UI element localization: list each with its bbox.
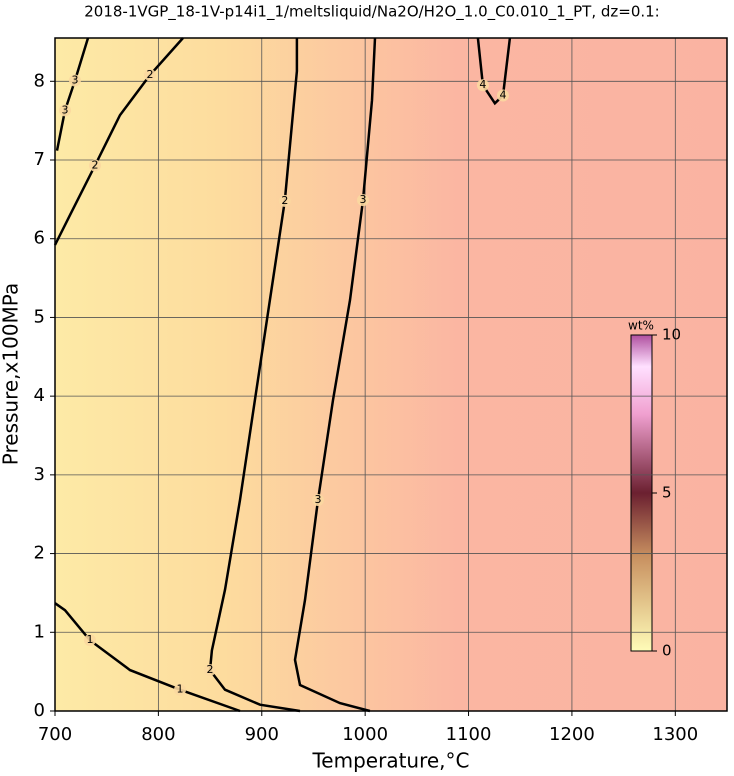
- contour-label: 4: [499, 88, 506, 101]
- colorbar-tick-label: 10: [662, 326, 681, 344]
- contour-label: 2: [92, 159, 99, 172]
- y-tick-label: 6: [34, 228, 45, 249]
- plot-background: [55, 38, 727, 711]
- x-axis-label: Temperature,°C: [311, 749, 469, 773]
- y-tick-label: 4: [34, 385, 45, 406]
- y-axis-label: Pressure,x100MPa: [0, 283, 23, 465]
- y-tick-label: 8: [34, 70, 45, 91]
- contour-label-bg: [496, 89, 509, 102]
- contour-label-bg: [59, 104, 72, 117]
- y-tick-label: 1: [34, 621, 45, 642]
- contour-label: 3: [359, 193, 366, 206]
- y-tick-label: 5: [34, 306, 45, 327]
- contour-line: [208, 38, 301, 713]
- contour-label: 3: [315, 493, 322, 506]
- contour-label: 2: [281, 194, 288, 207]
- x-tick-label: 700: [38, 724, 72, 745]
- contour-line: [54, 602, 241, 713]
- chart-title: 2018-1VGP_18-1V-p14i1_1/meltsliquid/Na2O…: [84, 3, 660, 22]
- x-tick-label: 1300: [652, 724, 698, 745]
- x-tick-label: 1200: [549, 724, 595, 745]
- contour-label-bg: [89, 159, 102, 172]
- contour-label-bg: [68, 74, 81, 87]
- contour-label-bg: [144, 68, 157, 81]
- colorbar: [630, 334, 653, 652]
- x-tick-label: 1000: [342, 724, 388, 745]
- y-tick-label: 2: [34, 543, 45, 564]
- contour-label-bg: [278, 194, 291, 207]
- colorbar-tick-label: 5: [662, 484, 672, 502]
- contour-label-bg: [83, 634, 96, 647]
- colorbar-label: wt%: [628, 319, 654, 333]
- x-tick-label: 900: [245, 724, 279, 745]
- contour-label-bg: [173, 683, 186, 696]
- contour-label: 2: [206, 663, 213, 676]
- contour-label: 2: [147, 68, 154, 81]
- contour-line: [55, 37, 90, 151]
- x-tick-label: 800: [141, 724, 175, 745]
- contour-label: 1: [176, 683, 183, 696]
- contour-label: 1: [86, 633, 93, 646]
- contour-label: 4: [479, 78, 486, 91]
- y-tick-label: 0: [34, 700, 45, 721]
- y-tick-label: 7: [34, 149, 45, 170]
- contour-label-bg: [356, 194, 369, 207]
- y-tick-label: 3: [34, 464, 45, 485]
- contour-label: 3: [71, 74, 78, 87]
- contour-line: [53, 37, 184, 246]
- plot-frame: [54, 37, 728, 712]
- contour-line: [476, 37, 512, 106]
- contour-label-bg: [312, 494, 325, 507]
- colorbar-tick-label: 0: [662, 642, 672, 660]
- contour-label-bg: [203, 664, 216, 677]
- contour-label-bg: [476, 79, 489, 92]
- contour-label: 3: [62, 103, 69, 116]
- x-tick-label: 1100: [446, 724, 492, 745]
